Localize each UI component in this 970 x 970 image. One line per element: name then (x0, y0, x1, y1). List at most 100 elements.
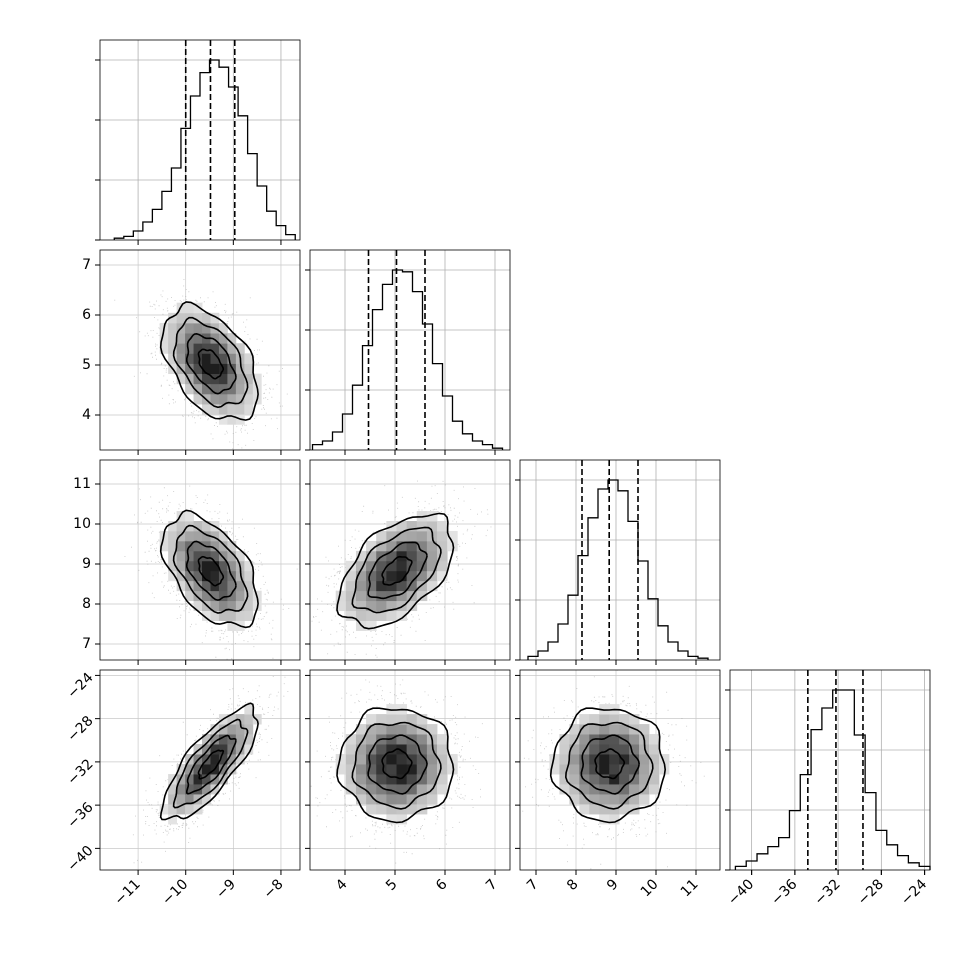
density-cell (244, 570, 254, 582)
density-cell (386, 804, 397, 815)
histogram-p2 (527, 479, 709, 660)
density-cell (396, 570, 408, 582)
contour-2sigma (159, 301, 259, 421)
density-cell (406, 580, 418, 592)
density-cell (202, 774, 211, 785)
x-tick-label: 10 (638, 876, 662, 900)
hist-panel-p3 (725, 669, 931, 875)
density-cell (629, 714, 640, 725)
density-cell (396, 814, 408, 825)
density-cell (227, 764, 237, 775)
density-cell (227, 550, 237, 562)
density-cell (168, 540, 178, 552)
panel-background (520, 460, 720, 660)
x-tick-label: −9 (213, 876, 239, 902)
density-cell (437, 530, 448, 542)
density-cell (355, 550, 367, 562)
density-cell (426, 794, 438, 805)
density-cell (176, 511, 186, 522)
density-cell (609, 754, 620, 765)
panel-background (100, 40, 300, 240)
density-cell (366, 560, 377, 572)
density-cell (210, 784, 220, 795)
density-cell (193, 322, 203, 334)
density-cell (218, 353, 228, 364)
density-cell (599, 794, 610, 805)
contour-0.5sigma (197, 555, 225, 587)
density-cell (376, 744, 387, 755)
contour-1sigma (186, 540, 237, 601)
density-cell (159, 333, 169, 344)
density-cell (416, 784, 428, 795)
density-cell (210, 570, 220, 582)
density-cell (579, 714, 590, 725)
density-cell (366, 570, 377, 582)
density-cell (386, 610, 397, 621)
density-cell (366, 540, 377, 552)
density-cell (202, 764, 211, 775)
density-cell (227, 590, 237, 602)
density-cell (202, 353, 211, 364)
density-cell (599, 784, 610, 795)
density-cell (437, 540, 448, 552)
density-cell (447, 530, 458, 542)
density-cell (416, 570, 428, 582)
density-cell (406, 570, 418, 582)
density-cell (202, 373, 211, 385)
density-cell (202, 744, 211, 755)
density-cell (202, 521, 211, 532)
density-cell (396, 794, 408, 805)
density-cell (569, 724, 580, 735)
density-cell (176, 540, 186, 552)
density-cell (569, 774, 580, 785)
density-cell (202, 322, 211, 334)
x-tick-label: −24 (898, 876, 930, 908)
density-cell (416, 774, 428, 785)
contour-0.5sigma (381, 748, 413, 780)
histogram-p1 (311, 269, 504, 450)
density-cell (193, 590, 203, 602)
density-cell (629, 754, 640, 765)
x-tick-label: 11 (678, 876, 702, 900)
density-cell (559, 764, 570, 775)
density-cell (599, 724, 610, 735)
density-cell (168, 560, 178, 572)
panel-background (730, 670, 930, 870)
density-cell (193, 312, 203, 324)
density-cell (406, 724, 418, 735)
density-cell (176, 333, 186, 344)
density-cell (168, 794, 178, 805)
panel-background (310, 250, 510, 450)
density-cell (193, 560, 203, 572)
density-cell (609, 794, 620, 805)
density-cell (366, 764, 377, 775)
density-cell (355, 570, 367, 582)
density-cell (366, 804, 377, 815)
density-cell (202, 580, 211, 592)
density-cell (559, 784, 570, 795)
density-cell (210, 333, 220, 344)
density-cell (244, 714, 254, 725)
density-cell (579, 754, 590, 765)
density-cell (426, 511, 438, 522)
contour-0.5sigma (197, 749, 225, 780)
panel-frame (519, 669, 721, 871)
density-cell (193, 343, 203, 354)
density-cell (335, 764, 347, 775)
density-cell (168, 570, 178, 582)
density-cell (176, 530, 186, 542)
density-cell (416, 714, 428, 725)
density-cell (176, 521, 186, 532)
density-cell (437, 521, 448, 532)
density-cell (376, 540, 387, 552)
density-cell (227, 414, 237, 425)
density-cell (227, 600, 237, 612)
density-cell (235, 393, 245, 405)
density-cell (619, 764, 630, 775)
density-cell (396, 744, 408, 755)
density-cell (447, 540, 458, 552)
density-cell (176, 784, 186, 795)
density-cell (210, 734, 220, 745)
density-cell (579, 724, 590, 735)
density-cell (416, 744, 428, 755)
